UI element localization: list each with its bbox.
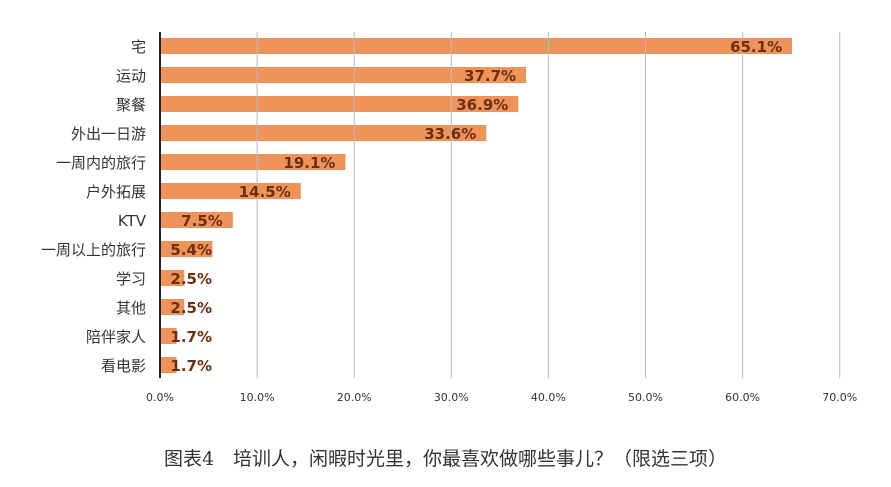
x-tick-label: 60.0% — [725, 391, 760, 404]
data-label: 1.7% — [170, 357, 212, 375]
data-label: 33.6% — [424, 125, 476, 143]
bar — [160, 183, 301, 199]
category-label: 陪伴家人 — [86, 328, 146, 346]
bar — [160, 125, 487, 141]
bar — [160, 328, 177, 344]
category-label: 宅 — [131, 38, 146, 56]
category-label: KTV — [118, 212, 147, 230]
data-label: 65.1% — [730, 38, 782, 56]
x-tick-label: 70.0% — [822, 391, 857, 404]
category-label: 运动 — [116, 67, 146, 85]
x-tick-label: 50.0% — [628, 391, 663, 404]
category-label: 聚餐 — [116, 96, 146, 114]
bar — [160, 67, 527, 83]
category-label: 看电影 — [101, 357, 146, 375]
data-label: 5.4% — [170, 241, 212, 259]
bar — [160, 154, 346, 170]
bar — [160, 299, 185, 315]
bar — [160, 212, 233, 228]
category-label: 一周内的旅行 — [56, 154, 146, 172]
category-label: 学习 — [116, 270, 146, 288]
category-label: 外出一日游 — [71, 125, 146, 143]
bar — [160, 38, 793, 54]
data-label: 36.9% — [456, 96, 508, 114]
data-label: 1.7% — [170, 328, 212, 346]
bar — [160, 96, 519, 112]
data-label: 37.7% — [464, 67, 516, 85]
x-tick-label: 0.0% — [146, 391, 174, 404]
bar — [160, 241, 213, 257]
category-label: 其他 — [116, 299, 146, 317]
x-tick-label: 20.0% — [337, 391, 372, 404]
data-label: 7.5% — [181, 212, 223, 230]
category-label: 一周以上的旅行 — [41, 241, 146, 259]
bar — [160, 357, 177, 373]
x-tick-label: 30.0% — [434, 391, 469, 404]
data-label: 2.5% — [170, 270, 212, 288]
bar — [160, 270, 185, 286]
figure-caption: 图表4 培训人，闲暇时光里，你最喜欢做哪些事儿？（限选三项） — [163, 448, 728, 470]
x-tick-label: 40.0% — [531, 391, 566, 404]
x-tick-label: 10.0% — [240, 391, 275, 404]
category-label: 户外拓展 — [86, 183, 146, 201]
data-label: 2.5% — [170, 299, 212, 317]
data-label: 14.5% — [239, 183, 291, 201]
data-label: 19.1% — [283, 154, 335, 172]
